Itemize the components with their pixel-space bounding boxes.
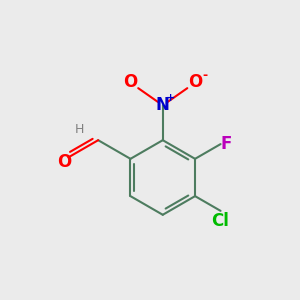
Text: +: + xyxy=(166,93,175,103)
Text: O: O xyxy=(123,73,137,91)
Text: N: N xyxy=(156,96,170,114)
Text: Cl: Cl xyxy=(212,212,230,230)
Text: -: - xyxy=(202,69,208,82)
Text: O: O xyxy=(57,153,72,171)
Text: O: O xyxy=(188,73,202,91)
Text: F: F xyxy=(221,135,232,153)
Text: H: H xyxy=(75,123,84,136)
